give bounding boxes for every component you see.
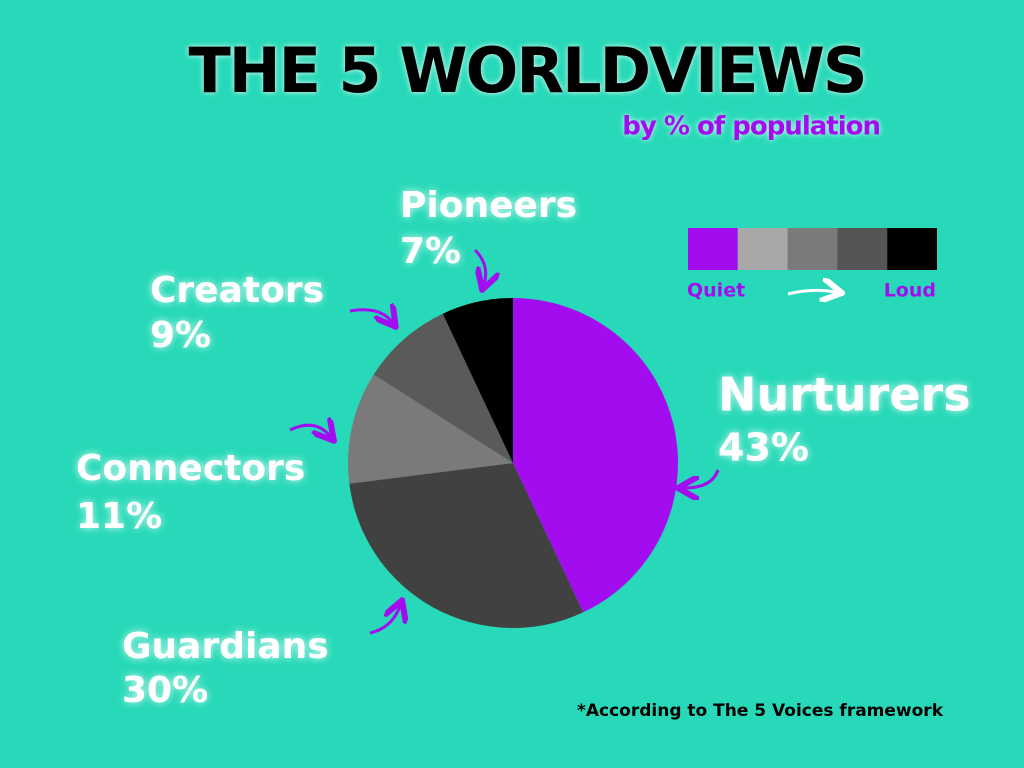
pie-slice: [348, 374, 513, 484]
slice-value-label: 7%: [400, 231, 461, 272]
pointer-arrows: [289, 248, 720, 635]
arrow: [473, 248, 486, 284]
scale-high-label: Loud: [884, 280, 936, 302]
arrow: [684, 469, 720, 488]
footnote: *According to The 5 Voices framework: [577, 701, 944, 721]
pie-slice: [373, 313, 513, 463]
scale-swatch: [688, 228, 738, 270]
slice-value-label: 43%: [718, 426, 809, 470]
scale-swatch: [737, 228, 788, 270]
chart-title: THE 5 WORLDVIEWS: [188, 34, 865, 107]
arrow: [289, 425, 330, 436]
slice-label: Pioneers: [400, 185, 577, 226]
arrow: [369, 606, 400, 635]
pie-slice: [513, 298, 678, 613]
scale-swatch: [887, 228, 937, 270]
slice-label: Nurturers: [718, 368, 971, 422]
slice-label: Guardians: [122, 626, 329, 667]
chart-subtitle: by % of population: [622, 112, 880, 142]
scale-swatch: [787, 228, 838, 270]
slice-label: Creators: [150, 270, 324, 311]
scale-arrow: [787, 290, 836, 294]
arrow: [349, 310, 392, 322]
pie-slice: [442, 298, 513, 463]
slice-value-label: 9%: [150, 315, 211, 356]
slice-label: Connectors: [76, 448, 305, 489]
scale-swatch: [837, 228, 888, 270]
pie-slice: [349, 463, 584, 628]
slice-value-label: 11%: [76, 496, 162, 537]
scale-low-label: Quiet: [687, 280, 745, 302]
slice-value-label: 30%: [122, 670, 208, 711]
